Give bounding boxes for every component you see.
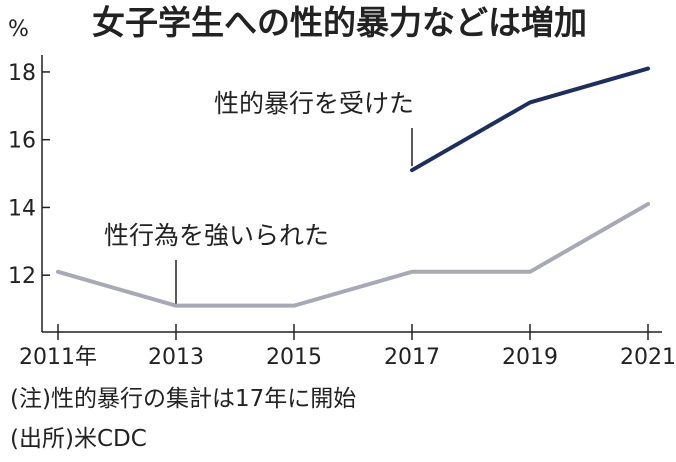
series-label: 性的暴行を受けた: [214, 89, 414, 118]
x-tick-label: 2017: [384, 345, 440, 370]
series-line-0: [410, 66, 650, 173]
x-tick-label: 2011年: [19, 345, 97, 370]
note-methodology: (注)性的暴行の集計は17年に開始: [10, 386, 356, 412]
note-source: (出所)米CDC: [10, 426, 147, 452]
x-tick-label: 2019: [502, 345, 558, 370]
series-group: [56, 66, 650, 308]
x-tick-label: 2021: [620, 345, 676, 370]
y-tick-label: 18: [8, 61, 36, 86]
y-tick-label: 16: [8, 129, 36, 154]
axes: [41, 55, 662, 333]
x-axis: 2011年 2013 2015 2017 2019 2021: [19, 324, 676, 370]
y-axis: 12 14 16 18: [8, 61, 50, 289]
y-tick-label: 14: [8, 196, 36, 221]
series-label: 性行為を強いられた: [104, 221, 329, 250]
chart-title: 女子学生への性的暴力などは増加: [92, 3, 587, 42]
series-line-1: [56, 202, 650, 308]
x-tick-label: 2015: [266, 345, 322, 370]
y-unit-label: %: [8, 17, 29, 42]
x-tick-label: 2013: [148, 345, 204, 370]
y-tick-label: 12: [8, 264, 36, 289]
